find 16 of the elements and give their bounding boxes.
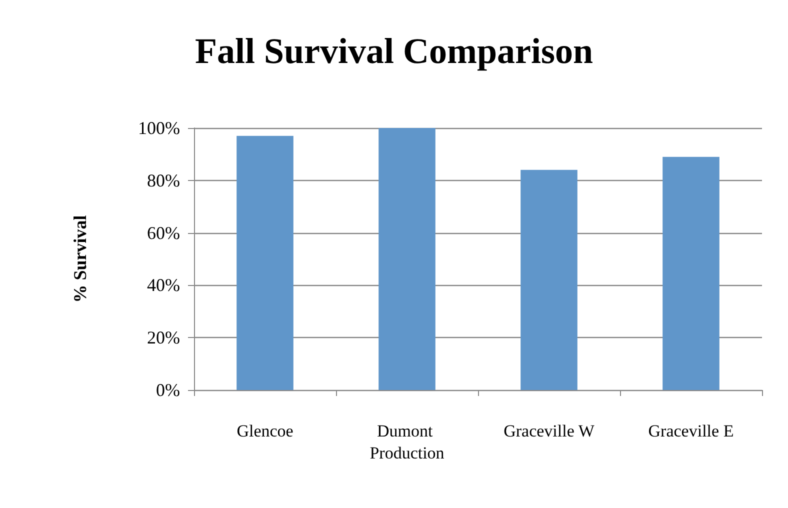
x-tick-label: Glencoe — [236, 422, 294, 440]
y-tick-label: 80% — [147, 170, 180, 190]
bar — [236, 136, 294, 390]
bar — [520, 170, 578, 390]
chart-title: Fall Survival Comparison — [194, 31, 594, 71]
y-tick-label: 40% — [147, 275, 180, 296]
bar — [662, 156, 720, 390]
bar — [378, 128, 436, 390]
y-tick-label: 100% — [138, 118, 180, 138]
y-tick-label: 60% — [147, 222, 180, 243]
y-axis-title: % Survival — [70, 215, 90, 303]
x-tick-label: Dumont Production — [370, 422, 445, 462]
y-tick-label: 0% — [156, 380, 180, 400]
x-tick-label: Graceville W — [504, 422, 596, 440]
x-tick-label: Graceville E — [648, 422, 734, 440]
y-tick-label: 20% — [147, 328, 180, 348]
